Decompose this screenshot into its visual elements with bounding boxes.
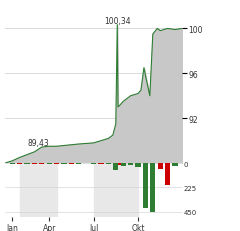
- Bar: [76, 163, 81, 164]
- Bar: [32, 163, 37, 164]
- Bar: [118, 163, 123, 166]
- Bar: [106, 163, 111, 164]
- Bar: [158, 163, 163, 169]
- Bar: [20, 163, 57, 217]
- Bar: [172, 163, 178, 166]
- Text: 89,43: 89,43: [28, 138, 50, 147]
- Bar: [91, 163, 96, 164]
- Bar: [135, 163, 141, 167]
- Bar: [69, 163, 74, 164]
- Bar: [39, 163, 44, 164]
- Bar: [165, 163, 170, 185]
- Bar: [143, 163, 148, 209]
- Bar: [94, 163, 138, 217]
- Bar: [84, 163, 89, 164]
- Bar: [113, 163, 118, 170]
- Bar: [54, 163, 59, 164]
- Bar: [98, 163, 104, 164]
- Bar: [24, 163, 30, 164]
- Bar: [17, 163, 22, 164]
- Bar: [10, 163, 15, 164]
- Text: 100,34: 100,34: [104, 17, 131, 25]
- Bar: [121, 163, 126, 166]
- Bar: [47, 163, 52, 164]
- Bar: [128, 163, 133, 165]
- Bar: [61, 163, 66, 164]
- Bar: [150, 163, 155, 212]
